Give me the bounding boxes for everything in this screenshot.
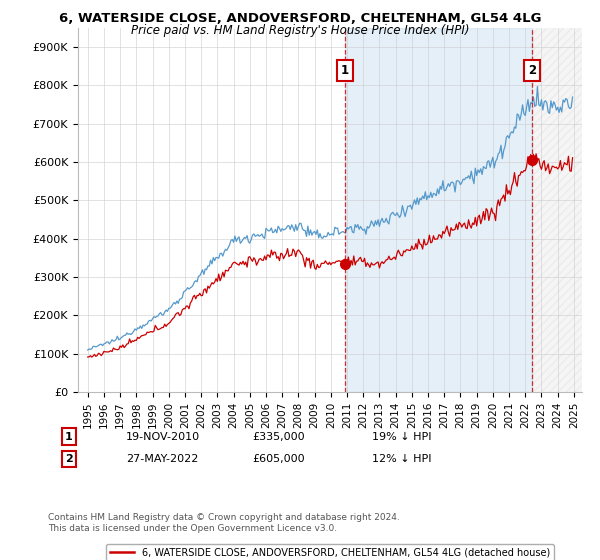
Text: £605,000: £605,000 — [252, 454, 305, 464]
Text: 2: 2 — [65, 454, 73, 464]
Bar — [345, 28, 532, 392]
Text: 1: 1 — [65, 432, 73, 442]
Text: 6, WATERSIDE CLOSE, ANDOVERSFORD, CHELTENHAM, GL54 4LG: 6, WATERSIDE CLOSE, ANDOVERSFORD, CHELTE… — [59, 12, 541, 25]
Text: £335,000: £335,000 — [252, 432, 305, 442]
Text: 27-MAY-2022: 27-MAY-2022 — [126, 454, 199, 464]
Text: 12% ↓ HPI: 12% ↓ HPI — [372, 454, 431, 464]
Bar — [532, 28, 582, 392]
Text: 19-NOV-2010: 19-NOV-2010 — [126, 432, 200, 442]
Text: 1: 1 — [341, 64, 349, 77]
Text: This data is licensed under the Open Government Licence v3.0.: This data is licensed under the Open Gov… — [48, 524, 337, 533]
Text: Contains HM Land Registry data © Crown copyright and database right 2024.: Contains HM Land Registry data © Crown c… — [48, 513, 400, 522]
Legend: 6, WATERSIDE CLOSE, ANDOVERSFORD, CHELTENHAM, GL54 4LG (detached house), HPI: Av: 6, WATERSIDE CLOSE, ANDOVERSFORD, CHELTE… — [106, 544, 554, 560]
Text: Price paid vs. HM Land Registry's House Price Index (HPI): Price paid vs. HM Land Registry's House … — [131, 24, 469, 36]
Text: 2: 2 — [528, 64, 536, 77]
Text: 19% ↓ HPI: 19% ↓ HPI — [372, 432, 431, 442]
